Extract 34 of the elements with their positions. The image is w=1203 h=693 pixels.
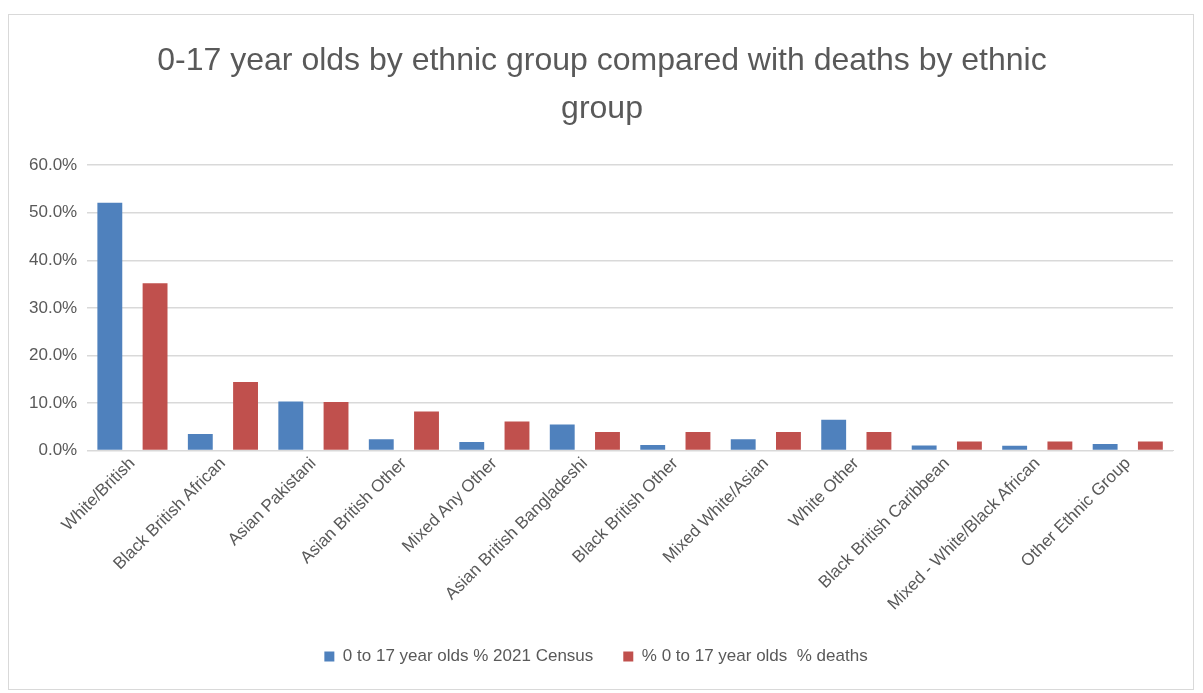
chart-title: 0-17 year olds by ethnic group compared with deaths by ethnic group: [156, 40, 1048, 127]
legend-label: 0 to 17 year olds % 2021 Census: [342, 646, 594, 666]
bar: [368, 439, 394, 450]
bar: [640, 444, 666, 450]
y-tick-label: 30.0%: [29, 297, 78, 317]
bar: [1002, 445, 1028, 450]
bar: [459, 442, 485, 450]
y-tick-label: 50.0%: [29, 202, 78, 222]
bar: [1137, 441, 1163, 450]
bar: [278, 401, 304, 450]
bar: [414, 411, 439, 450]
y-tick-label: 20.0%: [29, 345, 78, 365]
y-tick-label: 40.0%: [29, 250, 78, 270]
bar: [821, 419, 847, 450]
bar: [323, 402, 349, 450]
bar: [1047, 441, 1073, 450]
y-tick-label: 60.0%: [29, 154, 78, 174]
bar: [911, 445, 937, 450]
bar: [504, 421, 530, 450]
bar: [956, 441, 982, 450]
bar: [730, 439, 756, 450]
bar: [187, 433, 213, 450]
bar: [1092, 443, 1118, 450]
bar: [595, 432, 620, 450]
bar: [233, 382, 258, 450]
bar: [776, 432, 801, 450]
bar: [549, 424, 575, 450]
bar: [866, 432, 892, 450]
y-tick-label: 0.0%: [38, 440, 78, 460]
y-tick-label: 10.0%: [29, 392, 78, 412]
legend-label: % 0 to 17 year olds % deaths: [641, 646, 868, 666]
bar: [97, 202, 123, 450]
bar: [142, 283, 168, 450]
bar: [685, 432, 711, 450]
